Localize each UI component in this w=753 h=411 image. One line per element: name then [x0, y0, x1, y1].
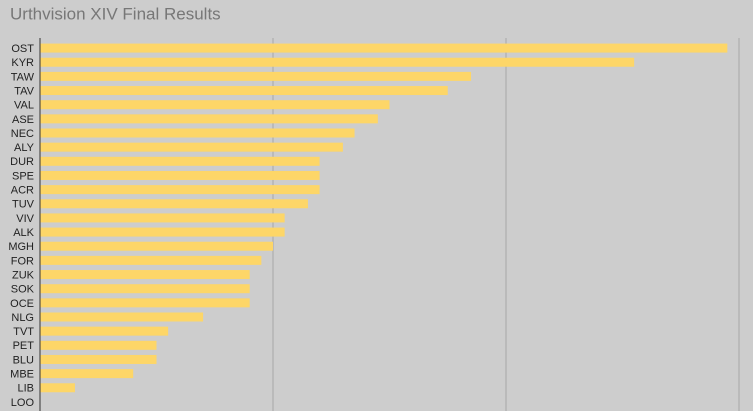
bar: [40, 199, 308, 209]
y-tick-label: SOK: [11, 284, 35, 296]
y-tick-label: ZUK: [12, 269, 35, 281]
bar: [40, 312, 204, 322]
y-tick-label: FOR: [11, 255, 34, 267]
y-tick-label: TAV: [14, 85, 34, 97]
y-tick-label: MBE: [10, 369, 34, 381]
bar: [40, 270, 250, 280]
bar: [40, 71, 472, 81]
bar: [40, 57, 635, 67]
bar: [40, 284, 250, 294]
bar: [40, 142, 343, 152]
y-tick-label: ALK: [13, 227, 34, 239]
bar: [40, 86, 448, 96]
y-tick-label: BLU: [13, 354, 34, 366]
y-tick-label: ASE: [12, 114, 34, 126]
y-tick-label: TAW: [11, 71, 35, 83]
bar: [40, 354, 157, 364]
y-tick-label: LIB: [17, 383, 34, 395]
bar: [40, 185, 320, 195]
bar: [40, 100, 390, 110]
bar: [40, 170, 320, 180]
y-tick-label: ALY: [14, 142, 35, 154]
chart-title: Urthvision XIV Final Results: [10, 4, 221, 23]
y-tick-label: PET: [13, 340, 35, 352]
bar: [40, 255, 262, 265]
y-tick-label: MGH: [8, 241, 34, 253]
y-tick-label: NEC: [11, 128, 34, 140]
y-tick-label: OST: [11, 43, 34, 55]
bar: [40, 340, 157, 350]
bar: [40, 241, 273, 251]
y-tick-label: NLG: [11, 312, 34, 324]
y-tick-label: OCE: [10, 298, 34, 310]
bar: [40, 213, 285, 223]
y-tick-label: SPE: [12, 170, 34, 182]
bar: [40, 156, 320, 166]
bar: [40, 369, 134, 379]
y-tick-label: TUV: [12, 199, 35, 211]
bar: [40, 326, 169, 336]
y-tick-label: KYR: [11, 57, 34, 69]
bar: [40, 128, 355, 138]
bar: [40, 227, 285, 237]
y-tick-label: TVT: [13, 326, 34, 338]
y-tick-label: VIV: [16, 213, 34, 225]
bar: [40, 43, 728, 53]
bar: [40, 114, 378, 124]
y-tick-label: DUR: [10, 156, 34, 168]
bar: [40, 383, 75, 393]
y-tick-label: ACR: [11, 185, 34, 197]
y-tick-label: LOO: [11, 397, 35, 409]
bar: [40, 298, 250, 308]
y-tick-label: VAL: [14, 100, 34, 112]
